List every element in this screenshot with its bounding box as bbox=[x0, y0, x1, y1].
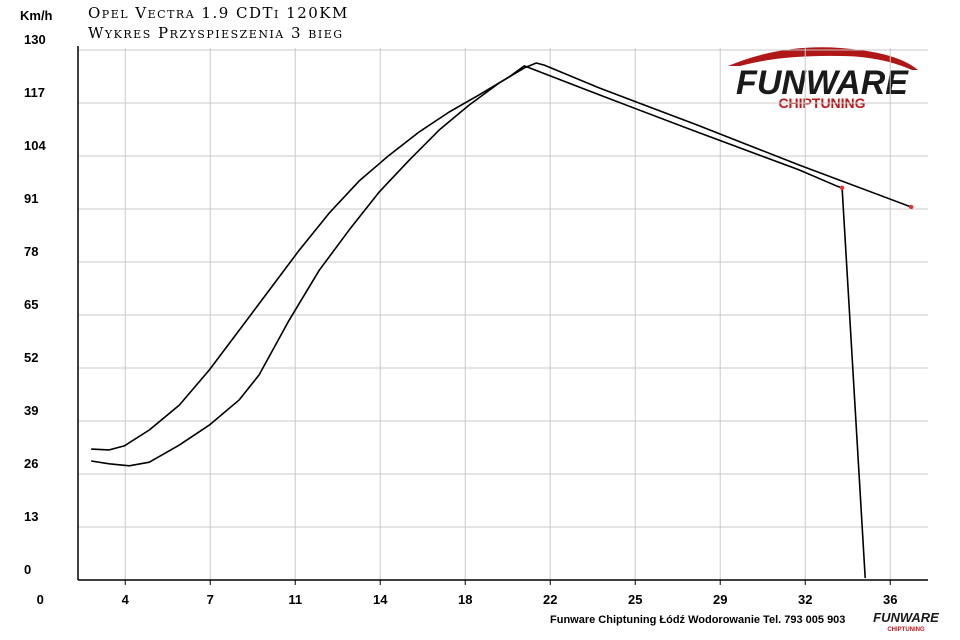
y-tick-label: 26 bbox=[24, 456, 38, 471]
logo: FUNWARE CHIPTUNING bbox=[728, 47, 918, 111]
y-axis-label: Km/h bbox=[20, 8, 53, 23]
y-tick-label: 104 bbox=[24, 138, 46, 153]
end-marker bbox=[909, 204, 914, 210]
y-tick-label: 65 bbox=[24, 297, 38, 312]
footer: Funware Chiptuning Łódź Wodorowanie Tel.… bbox=[550, 614, 845, 626]
y-tick-label: 0 bbox=[24, 562, 31, 577]
logo-text: FUNWARE bbox=[736, 64, 909, 102]
x-tick-label: 22 bbox=[543, 592, 557, 607]
x-tick-label: 11 bbox=[288, 592, 302, 607]
y-tick-label: 91 bbox=[24, 191, 38, 206]
series-line bbox=[91, 62, 912, 467]
footer-logo: FUNWARE CHIPTUNING bbox=[873, 610, 939, 633]
footer-logo-text: FUNWARE bbox=[873, 610, 939, 625]
y-tick-label: 13 bbox=[24, 509, 38, 524]
x-tick-label: 29 bbox=[713, 592, 727, 607]
x-tick-label: 0 bbox=[37, 592, 44, 607]
x-tick-label: 25 bbox=[628, 592, 642, 607]
x-tick-label: 36 bbox=[883, 592, 897, 607]
x-tick-label: 4 bbox=[122, 592, 130, 607]
y-tick-label: 117 bbox=[24, 85, 45, 100]
x-tick-label: 7 bbox=[207, 592, 214, 607]
y-tick-label: 52 bbox=[24, 350, 38, 365]
y-tick-label: 39 bbox=[24, 403, 38, 418]
x-tick-label: 14 bbox=[373, 592, 388, 607]
logo-swoosh bbox=[728, 47, 918, 70]
chart-title: Opel Vectra 1.9 CDTi 120KM bbox=[88, 4, 349, 22]
y-tick-label: 78 bbox=[24, 244, 38, 259]
y-tick-label: 130 bbox=[24, 32, 46, 47]
x-tick-label: 32 bbox=[798, 592, 812, 607]
series-line bbox=[91, 65, 866, 579]
x-tick-label: 18 bbox=[458, 592, 472, 607]
chart-subtitle: Wykres Przyspieszenia 3 bieg bbox=[88, 24, 344, 42]
footer-logo-subtext: CHIPTUNING bbox=[887, 627, 925, 633]
end-marker bbox=[839, 185, 845, 190]
